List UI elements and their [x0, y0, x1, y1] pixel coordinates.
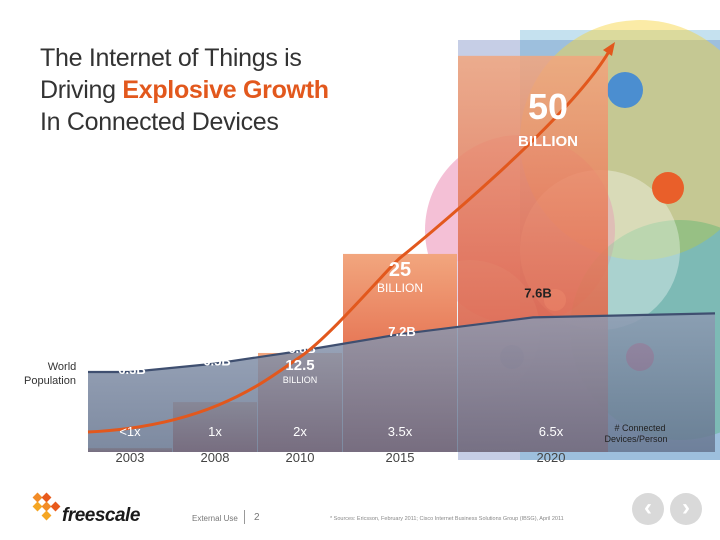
device-value-2015: 25: [389, 259, 411, 281]
year-label-2003: 2003: [116, 450, 145, 465]
freescale-logo-icon: [32, 492, 61, 521]
footer-divider: [244, 510, 245, 524]
title-highlight: Explosive Growth: [122, 76, 329, 104]
device-unit-2020: BILLION: [518, 133, 578, 150]
sources-note: * Sources: Ericsson, February 2011; Cisc…: [330, 516, 564, 522]
year-label-2020: 2020: [537, 450, 566, 465]
population-label-2015: 7.2B: [388, 324, 415, 339]
freescale-logo-text: freescale: [62, 505, 140, 526]
year-label-2008: 2008: [201, 450, 230, 465]
ratio-label-2010: 2x: [293, 424, 307, 439]
external-use-label: External Use: [192, 514, 238, 523]
title-line-2-prefix: Driving: [40, 76, 123, 104]
population-label-2010: 6.8B: [288, 341, 315, 356]
year-label-2015: 2015: [386, 450, 415, 465]
ratio-label-2008: 1x: [208, 424, 222, 439]
device-growth-curve: [87, 47, 613, 434]
next-slide-button[interactable]: ›: [670, 493, 702, 525]
world-population-label-line-1: World: [48, 361, 77, 373]
population-label-2008: 6.5B: [203, 354, 230, 369]
year-label-2010: 2010: [286, 450, 315, 465]
title-line-2: Driving Explosive Growth: [40, 74, 329, 106]
population-area: [88, 313, 715, 452]
ratio-label-2020: 6.5x: [539, 424, 564, 439]
ratio-label-2003: <1x: [119, 424, 141, 439]
page-title: The Internet of Things is Driving Explos…: [40, 42, 329, 138]
device-unit-2015: BILLION: [377, 281, 423, 295]
previous-slide-button[interactable]: ‹: [632, 493, 664, 525]
growth-arrow-head: [603, 42, 615, 56]
page-number: 2: [254, 512, 260, 523]
world-population-label-line-2: Population: [24, 375, 76, 387]
ratio-legend-line-2: Devices/Person: [604, 434, 667, 444]
ratio-legend-line-1: # Connected: [614, 423, 665, 433]
device-value-2020: 50: [528, 86, 568, 127]
title-line-3: In Connected Devices: [40, 108, 279, 136]
ratio-label-2015: 3.5x: [388, 424, 413, 439]
population-label-2020: 7.6B: [524, 285, 551, 300]
population-line: [88, 312, 716, 374]
device-value-2010: 12.5: [285, 357, 314, 374]
device-unit-2010: BILLION: [283, 375, 318, 385]
population-label-2003: 6.3B: [118, 362, 145, 377]
title-line-1: The Internet of Things is: [40, 44, 302, 72]
